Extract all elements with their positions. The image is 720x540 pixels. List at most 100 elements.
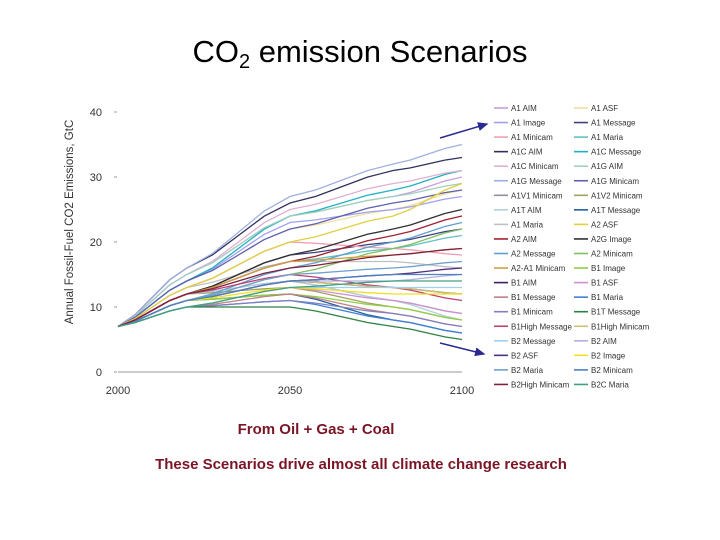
legend-label: B1 AIM — [511, 279, 537, 288]
legend-entry-23: B1 Image — [574, 264, 626, 273]
series-line-10 — [117, 143, 463, 328]
legend-label: B1 ASF — [591, 279, 618, 288]
y-tick-label-0: 0 — [96, 367, 102, 379]
series-line-17 — [117, 182, 463, 328]
series-line-37 — [117, 273, 462, 328]
legend-entry-2: A1 Image — [494, 119, 546, 128]
legend-label: B2 Message — [511, 337, 556, 346]
legend-entry-7: A1C Message — [574, 148, 642, 157]
legend-label: A1T Message — [591, 206, 641, 215]
legend-entry-32: B2 Message — [494, 337, 556, 346]
y-tick-label-10: 10 — [90, 302, 102, 314]
legend-label: A1C Minicam — [511, 162, 559, 171]
legend-entry-13: A1V2 Minicam — [574, 191, 643, 200]
legend-entry-39: B2C Maria — [574, 380, 629, 389]
legend-label: B2C Maria — [591, 380, 629, 389]
upper-range-arrow — [439, 122, 489, 139]
legend-entry-14: A1T AIM — [494, 206, 542, 215]
series-line-9 — [117, 182, 463, 328]
legend-entry-12: A1V1 Minicam — [494, 191, 563, 200]
legend-label: B1T Message — [591, 308, 641, 317]
legend-label: A1V2 Minicam — [591, 191, 643, 200]
legend-entry-3: A1 Message — [574, 119, 636, 128]
lower-range-arrow — [439, 342, 486, 357]
legend-label: A1G Minicam — [591, 177, 639, 186]
legend-label: A1G AIM — [591, 162, 623, 171]
legend-label: B1 Minicam — [511, 308, 553, 317]
legend-label: A1T AIM — [511, 206, 542, 215]
legend-label: A2 ASF — [591, 220, 618, 229]
legend-entry-25: B1 ASF — [574, 279, 618, 288]
legend-entry-20: A2 Message — [494, 250, 556, 259]
caption-research-note: These Scenarios drive almost all climate… — [155, 456, 567, 473]
x-tick-label-2000: 2000 — [106, 385, 130, 397]
legend-entry-37: B2 Minicam — [574, 366, 633, 375]
legend-label: B2 Maria — [511, 366, 544, 375]
legend-label: A1 Maria — [511, 220, 544, 229]
legend-label: B2 Minicam — [591, 366, 633, 375]
legend-label: B2 ASF — [511, 351, 538, 360]
legend-entry-29: B1T Message — [574, 308, 641, 317]
legend-entry-33: B2 AIM — [574, 337, 617, 346]
legend-entry-30: B1High Message — [494, 322, 572, 331]
series-line-3 — [117, 228, 463, 328]
legend-entry-35: B2 Image — [574, 351, 626, 360]
legend-entry-38: B2High Minicam — [494, 380, 570, 389]
legend-entry-15: A1T Message — [574, 206, 641, 215]
legend-entry-11: A1G Minicam — [574, 177, 639, 186]
x-tick-label-2050: 2050 — [278, 385, 302, 397]
legend-label: B1 Maria — [591, 293, 624, 302]
legend-entry-24: B1 AIM — [494, 279, 537, 288]
legend-label: A2-A1 Minicam — [511, 264, 566, 273]
legend-layer: A1 AIM A1 ASF A1 Image A1 Message A1 Minicam… — [494, 104, 650, 389]
legend-entry-31: B1High Minicam — [574, 322, 650, 331]
legend-label: A1 AIM — [511, 104, 537, 113]
legend-entry-10: A1G Message — [494, 177, 562, 186]
legend-label: A2G Image — [591, 235, 632, 244]
legend-entry-16: A1 Maria — [494, 220, 544, 229]
legend-label: A1 Minicam — [511, 133, 553, 142]
legend-entry-8: A1C Minicam — [494, 162, 559, 171]
legend-label: A1V1 Minicam — [511, 191, 563, 200]
legend-entry-0: A1 AIM — [494, 104, 537, 113]
legend-label: A2 Message — [511, 250, 556, 259]
legend-entry-1: A1 ASF — [574, 104, 618, 113]
legend-label: B1 Image — [591, 264, 626, 273]
series-line-11 — [117, 189, 463, 328]
legend-label: A1G Message — [511, 177, 562, 186]
legend-label: A1C Message — [591, 148, 642, 157]
legend-label: B1High Minicam — [591, 322, 650, 331]
legend-label: B1 Message — [511, 293, 556, 302]
y-axis-label: Annual Fossil-Fuel CO2 Emissions, GtC — [64, 120, 76, 325]
series-layer — [117, 143, 463, 341]
legend-entry-26: B1 Message — [494, 293, 556, 302]
legend-label: A1 Image — [511, 119, 546, 128]
legend-label: A1 Maria — [591, 133, 624, 142]
legend-entry-6: A1C AIM — [494, 148, 543, 157]
x-tick-label-2100: 2100 — [450, 385, 474, 397]
y-tick-label-30: 30 — [90, 172, 102, 184]
legend-label: A1 Message — [591, 119, 636, 128]
legend-entry-34: B2 ASF — [494, 351, 538, 360]
legend-entry-18: A2 AIM — [494, 235, 537, 244]
legend-entry-27: B1 Maria — [574, 293, 624, 302]
legend-entry-28: B1 Minicam — [494, 308, 553, 317]
legend-label: B2 AIM — [591, 337, 617, 346]
legend-entry-36: B2 Maria — [494, 366, 544, 375]
legend-entry-9: A1G AIM — [574, 162, 623, 171]
caption-fuel-sources: From Oil + Gas + Coal — [237, 421, 395, 438]
legend-label: A1C AIM — [511, 148, 543, 157]
axes-layer: 0 10 20 30 40 2000 2050 2100 Annual Fossil-Fuel … — [64, 107, 474, 397]
slide-title: CO2 emission Scenarios — [192, 34, 528, 73]
legend-entry-17: A2 ASF — [574, 220, 618, 229]
legend-entry-21: A2 Minicam — [574, 250, 633, 259]
legend-label: B1High Message — [511, 322, 572, 331]
legend-entry-4: A1 Minicam — [494, 133, 553, 142]
legend-entry-5: A1 Maria — [574, 133, 624, 142]
legend-label: A2 AIM — [511, 235, 537, 244]
legend-label: B2High Minicam — [511, 380, 570, 389]
series-line-39 — [117, 280, 462, 328]
y-tick-label-20: 20 — [90, 237, 102, 249]
legend-label: A1 ASF — [591, 104, 618, 113]
